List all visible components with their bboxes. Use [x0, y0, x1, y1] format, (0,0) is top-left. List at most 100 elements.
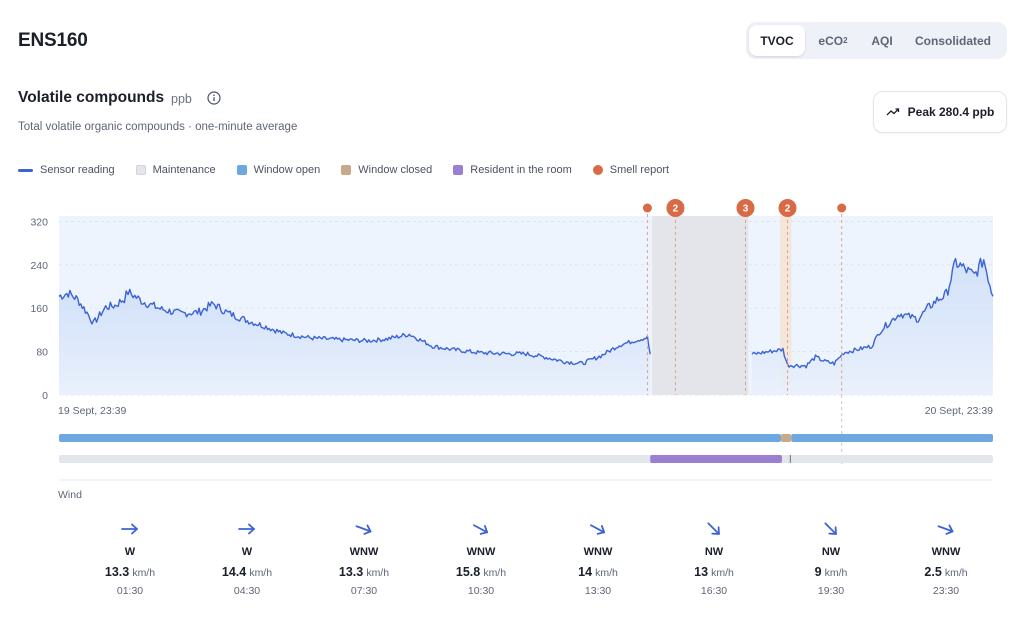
window-track-segment	[780, 434, 792, 442]
wind-direction: WNW	[583, 546, 613, 558]
wind-speed: 15.8 km/h	[436, 565, 526, 579]
wind-direction: WNW	[466, 546, 496, 558]
legend-smell-report[interactable]: Smell report	[592, 164, 669, 176]
wind-direction: WNW	[349, 546, 379, 558]
smell-report-count: 2	[785, 204, 791, 215]
tvoc-chart[interactable]: 0 80 160 240 320 2 3 2	[0, 196, 1024, 486]
tab-eco2[interactable]: eCO 2	[818, 33, 848, 48]
legend-swatch	[135, 165, 146, 175]
smell-report-count: 2	[673, 204, 679, 215]
wind-speed-unit: km/h	[249, 567, 273, 579]
wind-speed: 14 km/h	[553, 565, 643, 579]
wind-time: 01:30	[116, 585, 144, 597]
wind-entry: WNW 2.5 km/h 23:30	[901, 518, 991, 597]
peak-label: Peak 280.4 ppb	[907, 105, 995, 119]
wind-title: Wind	[58, 489, 82, 501]
wind-arrow-icon	[319, 518, 409, 540]
wind-speed-unit: km/h	[944, 567, 968, 579]
wind-time: 19:30	[817, 585, 845, 597]
wind-entry: WNW 14 km/h 13:30	[553, 518, 643, 597]
wind-arrow-icon	[85, 518, 175, 540]
resident-track	[59, 455, 993, 463]
smell-report-badge	[736, 199, 755, 217]
wind-speed-value: 13.3	[338, 565, 364, 579]
wind-arrow-icon	[436, 518, 526, 540]
wind-entry: NW 9 km/h 19:30	[786, 518, 876, 597]
trending-up-icon	[886, 108, 899, 116]
wind-speed-value: 15.8	[455, 565, 481, 579]
wind-direction: W	[241, 546, 253, 558]
metric-tabs: TVOC eCO 2 AQI Consolidated	[746, 22, 1007, 59]
smell-report-count: 3	[743, 204, 749, 215]
smell-report-marker: 3	[736, 199, 755, 395]
legend-resident[interactable]: Resident in the room	[453, 164, 572, 176]
wind-arrow-icon	[786, 518, 876, 540]
wind-entry: WNW 13.3 km/h 07:30	[319, 518, 409, 597]
wind-speed: 13.3 km/h	[85, 565, 175, 579]
y-tick-label: 240	[30, 260, 48, 272]
tab-consolidated[interactable]: Consolidated	[914, 33, 991, 48]
y-tick-label: 160	[30, 303, 48, 315]
smell-report-marker	[642, 203, 652, 395]
wind-speed-value: 14	[578, 565, 593, 579]
wind-speed: 9 km/h	[786, 565, 876, 579]
legend-window-closed[interactable]: Window closed	[341, 164, 432, 176]
section-subtitle: Total volatile organic compounds · one-m…	[18, 121, 298, 133]
smell-report-marker	[837, 203, 847, 395]
legend-sensor-reading[interactable]: Sensor reading	[18, 164, 115, 176]
wind-time: 13:30	[584, 585, 612, 597]
wind-entry: WNW 15.8 km/h 10:30	[436, 518, 526, 597]
wind-speed-value: 9	[814, 565, 822, 579]
wind-direction: NW	[704, 546, 724, 558]
legend-maintenance[interactable]: Maintenance	[135, 164, 216, 176]
wind-speed-unit: km/h	[595, 567, 618, 579]
y-tick-label: 320	[30, 216, 48, 228]
chart-legend: Sensor reading Maintenance Window open W…	[18, 164, 690, 176]
wind-speed-unit: km/h	[366, 567, 390, 579]
wind-arrow-icon	[901, 518, 991, 540]
smell-report-dot	[837, 203, 847, 213]
smell-report-badge	[666, 199, 685, 217]
legend-window-open[interactable]: Window open	[236, 164, 320, 176]
smell-report-marker: 2	[666, 199, 685, 395]
smell-report-dot	[642, 203, 652, 213]
legend-swatch	[236, 165, 247, 175]
peak-button[interactable]: Peak 280.4 ppb	[873, 91, 1007, 133]
wind-arrow-icon	[669, 518, 759, 540]
device-title: ENS160	[18, 30, 88, 51]
window-track-segment	[59, 434, 781, 442]
wind-entry: NW 13 km/h 16:30	[669, 518, 759, 597]
tab-aqi[interactable]: AQI	[871, 33, 893, 48]
wind-entry: W 13.3 km/h 01:30	[85, 518, 175, 597]
smell-report-marker: 2	[778, 199, 797, 395]
wind-direction: WNW	[931, 546, 961, 558]
resident-track-segment	[650, 455, 782, 463]
info-icon[interactable]	[207, 91, 221, 105]
wind-speed-unit: km/h	[483, 567, 507, 579]
window-track-segment	[791, 434, 993, 442]
wind-direction: W	[124, 546, 136, 558]
wind-time: 16:30	[700, 585, 728, 597]
series-line	[58, 288, 651, 366]
wind-speed-value: 14.4	[221, 565, 247, 579]
wind-arrow-icon	[553, 518, 643, 540]
band-window-closed	[780, 216, 792, 395]
series-area	[752, 258, 993, 395]
wind-speed: 14.4 km/h	[202, 565, 292, 579]
wind-speed: 2.5 km/h	[901, 565, 991, 579]
wind-time: 04:30	[233, 585, 261, 597]
wind-speed-unit: km/h	[711, 567, 734, 579]
wind-direction: NW	[821, 546, 841, 558]
tab-tvoc[interactable]: TVOC	[749, 25, 805, 56]
series-area	[59, 289, 651, 395]
y-tick-label: 80	[36, 347, 48, 359]
legend-swatch	[341, 165, 352, 175]
section-unit: ppb	[171, 92, 192, 106]
wind-speed-value: 2.5	[924, 565, 942, 579]
wind-speed-unit: km/h	[132, 567, 156, 579]
band-maintenance	[652, 216, 749, 395]
legend-swatch	[453, 165, 464, 175]
wind-speed-unit: km/h	[824, 567, 848, 579]
wind-time: 23:30	[932, 585, 960, 597]
series-line	[751, 257, 994, 369]
